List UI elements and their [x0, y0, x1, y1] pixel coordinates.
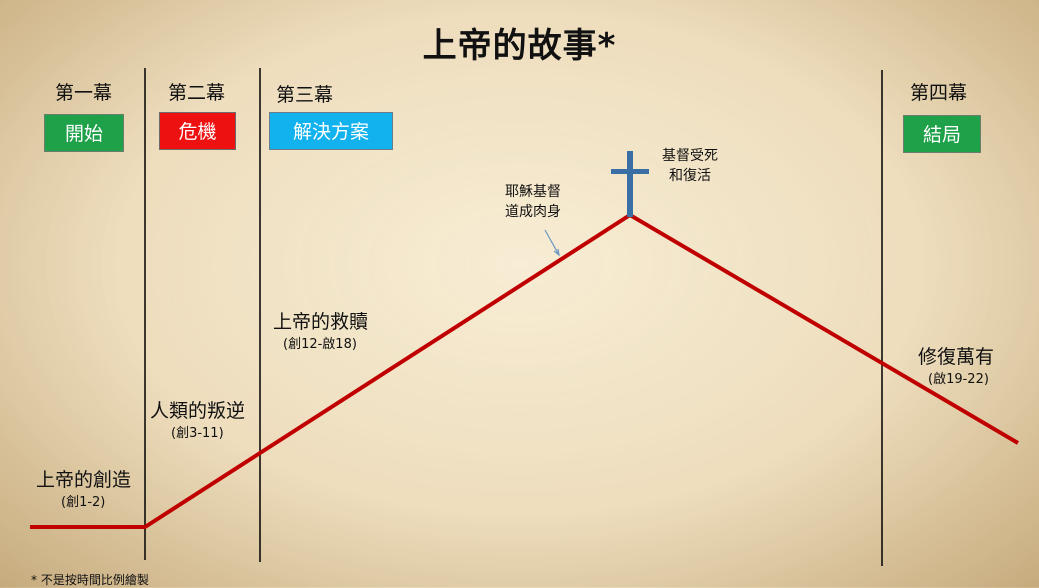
cross-icon	[611, 151, 649, 217]
act-3-label: 第三幕	[276, 84, 334, 106]
redemption-ref: (創12-啟18)	[283, 337, 357, 352]
story-line	[30, 212, 1020, 529]
act-1-label: 第一幕	[55, 82, 113, 104]
act-4-badge: 結局	[903, 115, 981, 153]
creation-ref: (創1-2)	[61, 495, 106, 510]
rebellion-label: 人類的叛逆	[150, 400, 246, 422]
act-2-badge: 危機	[159, 112, 236, 150]
footnote: * 不是按時間比例繪製	[31, 573, 149, 587]
incarnation-line-1: 耶穌基督	[505, 184, 561, 200]
act-4-label: 第四幕	[910, 82, 968, 104]
act-1-badge: 開始	[44, 114, 124, 152]
creation-label: 上帝的創造	[36, 469, 132, 491]
death-resurrection-line-1: 基督受死	[662, 148, 718, 164]
incarnation-note: 耶穌基督 道成肉身	[500, 182, 566, 222]
restoration-label: 修復萬有	[918, 346, 995, 368]
death-resurrection-line-2: 和復活	[669, 168, 711, 184]
death-resurrection-note: 基督受死 和復活	[653, 146, 727, 186]
incarnation-arrow-icon	[544, 229, 560, 257]
restoration-ref: (啟19-22)	[928, 372, 989, 387]
incarnation-line-2: 道成肉身	[505, 204, 561, 220]
redemption-label: 上帝的救贖	[273, 311, 369, 333]
page-title: 上帝的故事*	[422, 26, 617, 66]
act-2-label: 第二幕	[168, 82, 226, 104]
act-3-badge: 解決方案	[269, 112, 393, 150]
rebellion-ref: (創3-11)	[171, 426, 224, 441]
